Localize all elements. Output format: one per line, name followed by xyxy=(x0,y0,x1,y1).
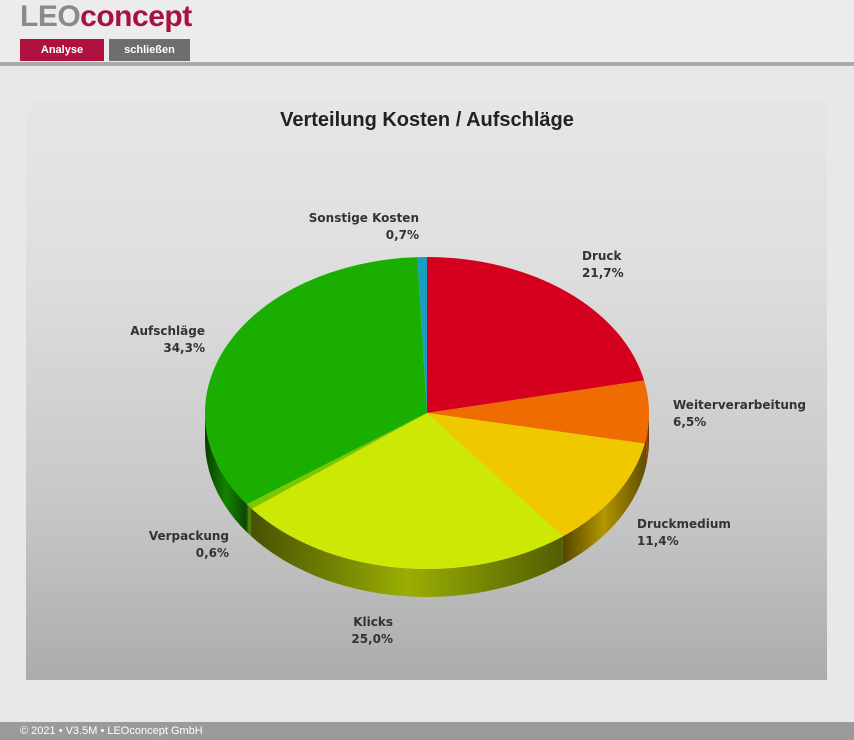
slice-value-verpackung: 0,6% xyxy=(196,546,229,560)
slice-weiterverarbeitung[interactable] xyxy=(427,380,649,444)
slice-value-weiterverarbeitung: 6,5% xyxy=(673,415,706,429)
slice-value-klicks: 25,0% xyxy=(351,632,393,646)
slice-side-aufschlaege xyxy=(205,413,247,533)
slice-druckmedium[interactable] xyxy=(427,413,645,537)
slice-klicks[interactable] xyxy=(251,413,563,570)
slice-label-aufschlaege: Aufschläge xyxy=(130,324,205,338)
slice-value-sonstige-kosten: 0,7% xyxy=(386,228,419,242)
slice-value-aufschlaege: 34,3% xyxy=(163,341,205,355)
slice-label-weiterverarbeitung: Weiterverarbeitung xyxy=(673,398,806,412)
close-button[interactable]: schließen xyxy=(109,39,190,61)
slice-value-druck: 21,7% xyxy=(582,266,624,280)
app-header: LEOconcept Analyse schließen xyxy=(0,0,854,62)
slice-value-druckmedium: 11,4% xyxy=(637,534,679,548)
slice-druck[interactable] xyxy=(427,257,645,413)
slice-label-sonstige-kosten: Sonstige Kosten xyxy=(309,211,419,225)
footer: © 2021 • V3.5M • LEOconcept GmbH xyxy=(0,722,854,740)
slice-label-klicks: Klicks xyxy=(353,615,393,629)
slice-label-druck: Druck xyxy=(582,249,623,263)
footer-text: © 2021 • V3.5M • LEOconcept GmbH xyxy=(20,725,203,737)
pie-top xyxy=(205,257,649,570)
slice-label-druckmedium: Druckmedium xyxy=(637,517,731,531)
slice-verpackung[interactable] xyxy=(246,413,427,509)
header-divider xyxy=(0,62,854,66)
leoconcept-logo: LEOconcept xyxy=(20,0,192,33)
slice-aufschlaege[interactable] xyxy=(205,257,427,505)
slice-side-klicks xyxy=(251,508,563,597)
slice-side-weiterverarbeitung xyxy=(644,413,649,472)
slice-side-verpackung xyxy=(246,504,252,537)
pie-chart: Verteilung Kosten / Aufschläge Druck 21,7… xyxy=(130,109,806,646)
slice-label-verpackung: Verpackung xyxy=(149,529,229,543)
slice-sonstige-kosten[interactable] xyxy=(417,257,427,413)
slice-labels: Druck 21,7% Weiterverarbeitung 6,5% Druckmed… xyxy=(130,211,806,646)
analyse-button[interactable]: Analyse xyxy=(20,39,104,61)
slice-side-druckmedium xyxy=(562,443,645,565)
pie-sides xyxy=(205,413,649,597)
chart-title: Verteilung Kosten / Aufschläge xyxy=(280,109,574,131)
